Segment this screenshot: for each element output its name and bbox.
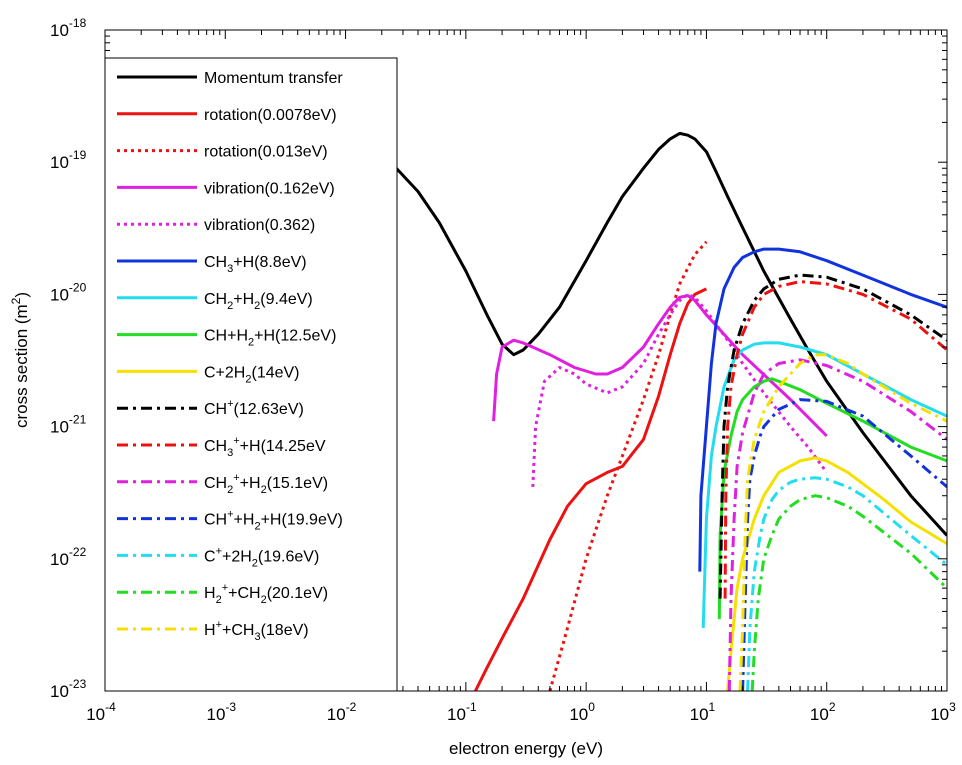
- y-axis-title-end: ): [12, 292, 31, 298]
- x-tick-label: 10-3: [206, 700, 236, 724]
- y-axis-title-main: cross section (m: [12, 304, 31, 428]
- legend-label: CH2++H2(15.1eV): [204, 472, 328, 496]
- legend-entry: CH2++H2(15.1eV): [117, 472, 328, 496]
- series-line-4: [492, 294, 828, 437]
- y-tick-label: 10-19: [50, 148, 87, 172]
- y-axis-title-sup: 2: [9, 297, 23, 304]
- x-tick-label: 101: [690, 700, 716, 724]
- legend-label: H++CH3(18eV): [204, 619, 309, 643]
- x-tick-label: 100: [569, 700, 595, 724]
- series-line-15: [750, 494, 947, 691]
- legend-label: H2++CH2(20.1eV): [204, 582, 328, 606]
- y-tick-label: 10-20: [50, 280, 87, 304]
- series-line-10: [718, 273, 947, 599]
- legend-label: Momentum transfer: [204, 70, 343, 87]
- legend-label: rotation(0.013eV): [204, 144, 328, 161]
- y-axis: 10-23 10-22 10-21 10-20 10-19 10-18: [50, 16, 947, 701]
- y-tick-label: 10-23: [50, 677, 87, 701]
- y-tick-label: 10-18: [50, 16, 87, 40]
- x-tick-label: 10-4: [86, 700, 116, 724]
- x-tick-label: 102: [810, 700, 836, 724]
- legend-label: rotation(0.0078eV): [204, 107, 337, 124]
- legend-entry: CH+H2+H(12.5eV): [117, 328, 336, 349]
- legend-label: CH3++H(14.25eV: [204, 435, 326, 459]
- x-axis-title: electron energy (eV): [449, 739, 603, 758]
- y-tick-label: 10-21: [50, 413, 87, 437]
- legend-entry: CH3++H(14.25eV: [117, 435, 326, 459]
- legend-entry: CH3+H(8.8eV): [117, 254, 307, 275]
- y-tick-label: 10-22: [50, 545, 87, 569]
- legend-box: [104, 57, 398, 692]
- y-axis-title: cross section (m2): [9, 292, 31, 428]
- legend-entry: CH++H2+H(19.9eV): [117, 509, 343, 533]
- legend-entry: H2++CH2(20.1eV): [117, 582, 328, 606]
- series-line-3: [548, 240, 708, 691]
- x-axis: 10-4 10-3 10-2 10-1 100 101 102 103: [86, 30, 956, 724]
- legend-label: vibration(0.162eV): [204, 180, 335, 197]
- series-line-12: [727, 358, 947, 691]
- series-line-16: [738, 353, 947, 691]
- legend-entry: Momentum transfer: [117, 70, 343, 87]
- x-tick-label: 10-2: [327, 700, 357, 724]
- legend-label: CH2+H2(9.4eV): [204, 291, 313, 312]
- series-line-7: [701, 341, 947, 628]
- series-line-6: [698, 247, 947, 572]
- legend-entry: rotation(0.013eV): [117, 144, 328, 161]
- series-line-1: [392, 131, 947, 537]
- series-line-13: [741, 398, 947, 691]
- legend-label: C+2H2(14eV): [204, 364, 300, 385]
- legend: Momentum transfer rotation(0.0078eV) rotat…: [104, 57, 398, 692]
- legend-entry: H++CH3(18eV): [117, 619, 309, 643]
- series-layer: [392, 131, 947, 691]
- legend-label: vibration(0.362): [204, 217, 315, 234]
- series-line-11: [723, 280, 947, 599]
- series-line-2: [474, 287, 708, 691]
- legend-entry: rotation(0.0078eV): [117, 107, 337, 124]
- legend-entry: CH2+H2(9.4eV): [117, 291, 313, 312]
- legend-entry: CH+(12.63eV): [117, 398, 304, 418]
- legend-entry: vibration(0.162eV): [117, 180, 335, 197]
- legend-label: C++2H2(19.6eV): [204, 545, 319, 569]
- legend-entry: C++2H2(19.6eV): [117, 545, 319, 569]
- legend-entry: vibration(0.362): [117, 217, 315, 234]
- legend-label: CH3+H(8.8eV): [204, 254, 307, 275]
- legend-label: CH+(12.63eV): [204, 398, 304, 418]
- series-line-9: [726, 456, 947, 691]
- x-tick-label: 10-1: [447, 700, 477, 724]
- x-tick-label: 103: [930, 700, 956, 724]
- series-line-14: [746, 476, 947, 691]
- legend-label: CH+H2+H(12.5eV): [204, 328, 336, 349]
- legend-label: CH++H2+H(19.9eV): [204, 509, 343, 533]
- legend-entry: C+2H2(14eV): [117, 364, 300, 385]
